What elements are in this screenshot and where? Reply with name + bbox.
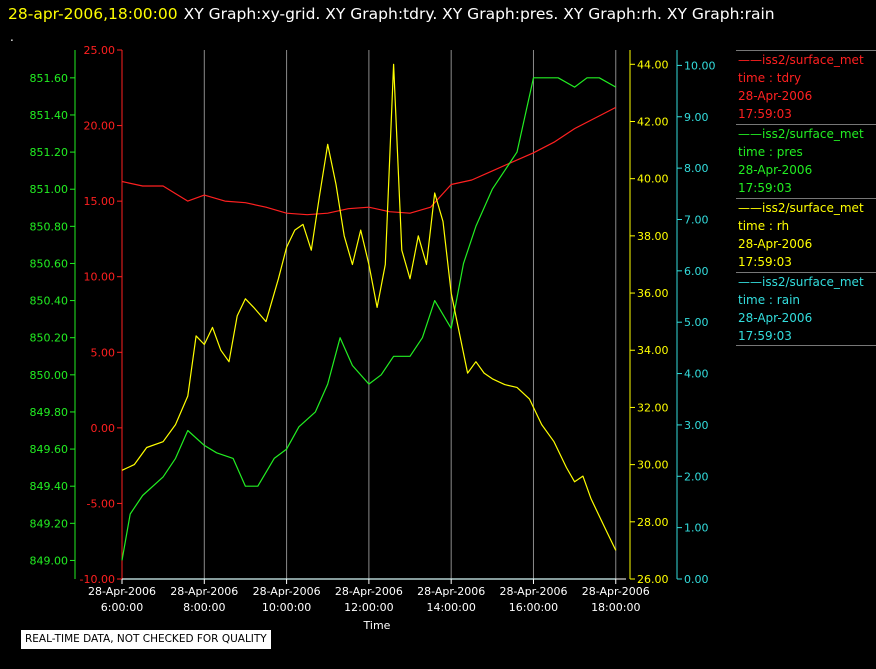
pres-tick-label: 849.00 — [30, 554, 69, 567]
rh-tick-label: 38.00 — [637, 230, 669, 243]
x-tick-label-time: 16:00:00 — [509, 601, 558, 614]
tdry-tick-label: -10.00 — [80, 573, 115, 586]
legend-line-swatch: —— — [738, 53, 762, 67]
rh-tick-label: 30.00 — [637, 459, 669, 472]
rh-series-line — [121, 63, 617, 551]
pres-tick-label: 850.60 — [30, 257, 69, 270]
legend-variable: time : rain — [738, 293, 801, 307]
x-tick-label-time: 18:00:00 — [591, 601, 640, 614]
legend-station: ——iss2/surface_met — [738, 127, 864, 141]
marker-dot: . — [10, 30, 14, 44]
x-tick-label-date: 28-Apr-2006 — [499, 585, 567, 598]
legend-time: 17:59:03 — [738, 329, 792, 343]
rh-tick-label: 26.00 — [637, 573, 669, 586]
rain-tick-label: 5.00 — [684, 316, 709, 329]
tdry-tick-label: 5.00 — [91, 346, 116, 359]
rain-tick-label: 6.00 — [684, 265, 709, 278]
rain-tick-label: 0.00 — [684, 573, 709, 586]
pres-tick-label: 851.20 — [30, 146, 69, 159]
x-axis-label: Time — [363, 619, 391, 632]
rain-tick-label: 7.00 — [684, 213, 709, 226]
pres-tick-label: 850.20 — [30, 332, 69, 345]
pres-tick-label: 851.60 — [30, 72, 69, 85]
legend-line-swatch: —— — [738, 275, 762, 289]
grid-layer — [203, 50, 617, 579]
legend-variable: time : pres — [738, 145, 803, 159]
tdry-tick-label: 20.00 — [84, 120, 116, 133]
axes-layer: 849.00 849.20 849.40 849.60 849.80 850.00 850.… — [30, 44, 716, 586]
legend-time: 17:59:03 — [738, 107, 792, 121]
legend-entry-pres: ——iss2/surface_met time : pres 28-Apr-20… — [736, 124, 876, 197]
x-tick-label-date: 28-Apr-2006 — [170, 585, 238, 598]
pres-tick-label: 849.80 — [30, 406, 69, 419]
x-tick-label-time: 6:00:00 — [101, 601, 143, 614]
legend-line-swatch: —— — [738, 127, 762, 141]
x-tick-label-time: 10:00:00 — [262, 601, 311, 614]
rain-tick-label: 3.00 — [684, 419, 709, 432]
legend-variable: time : rh — [738, 219, 790, 233]
legend-time: 17:59:03 — [738, 255, 792, 269]
legend-entry-tdry: ——iss2/surface_met time : tdry 28-Apr-20… — [736, 50, 876, 123]
tdry-series-line — [121, 106, 617, 216]
legend-entry-rh: ——iss2/surface_met time : rh 28-Apr-2006… — [736, 198, 876, 271]
x-tick-label-date: 28-Apr-2006 — [417, 585, 485, 598]
x-tick-label-date: 28-Apr-2006 — [88, 585, 156, 598]
rain-tick-label: 2.00 — [684, 470, 709, 483]
rh-tick-label: 28.00 — [637, 516, 669, 529]
pres-tick-label: 850.00 — [30, 369, 69, 382]
rain-tick-label: 9.00 — [684, 111, 709, 124]
rain-tick-label: 10.00 — [684, 59, 716, 72]
pres-tick-label: 850.80 — [30, 220, 69, 233]
x-tick-label-time: 14:00:00 — [426, 601, 475, 614]
legend-date: 28-Apr-2006 — [738, 237, 813, 251]
legend-date: 28-Apr-2006 — [738, 163, 813, 177]
pres-tick-label: 849.40 — [30, 480, 69, 493]
pres-series-line — [121, 77, 617, 561]
rh-tick-label: 36.00 — [637, 287, 669, 300]
legend-station: ——iss2/surface_met — [738, 201, 864, 215]
title-graph-list: XY Graph:xy-grid. XY Graph:tdry. XY Grap… — [183, 5, 775, 23]
x-tick-label-date: 28-Apr-2006 — [253, 585, 321, 598]
legend-date: 28-Apr-2006 — [738, 89, 813, 103]
rain-tick-label: 4.00 — [684, 368, 709, 381]
tdry-tick-label: 10.00 — [84, 271, 116, 284]
quality-disclaimer: REAL-TIME DATA, NOT CHECKED FOR QUALITY — [21, 630, 271, 649]
legend-line-swatch: —— — [738, 201, 762, 215]
tdry-tick-label: 25.00 — [84, 44, 116, 57]
title-bar: 28-apr-2006,18:00:00 XY Graph:xy-grid. XY… — [8, 3, 775, 25]
title-timestamp: 28-apr-2006,18:00:00 — [8, 5, 178, 23]
pres-tick-label: 849.20 — [30, 517, 69, 530]
legend-variable: time : tdry — [738, 71, 802, 85]
legend-entry-rain: ——iss2/surface_met time : rain 28-Apr-20… — [736, 272, 876, 346]
pres-tick-label: 849.60 — [30, 443, 69, 456]
rh-tick-label: 40.00 — [637, 173, 669, 186]
tdry-tick-label: 15.00 — [84, 195, 116, 208]
legend-station: ——iss2/surface_met — [738, 53, 864, 67]
pres-tick-label: 851.40 — [30, 109, 69, 122]
x-tick-label-date: 28-Apr-2006 — [335, 585, 403, 598]
tdry-tick-label: 0.00 — [91, 422, 116, 435]
legend-station: ——iss2/surface_met — [738, 275, 864, 289]
legend-date: 28-Apr-2006 — [738, 311, 813, 325]
x-tick-label-time: 8:00:00 — [183, 601, 225, 614]
x-tick-label-date: 28-Apr-2006 — [582, 585, 650, 598]
rh-tick-label: 42.00 — [637, 115, 669, 128]
pres-tick-label: 850.40 — [30, 295, 69, 308]
tdry-tick-label: -5.00 — [87, 497, 115, 510]
rain-tick-label: 8.00 — [684, 162, 709, 175]
rh-tick-label: 34.00 — [637, 344, 669, 357]
rh-tick-label: 32.00 — [637, 401, 669, 414]
rain-tick-label: 1.00 — [684, 522, 709, 535]
pres-tick-label: 851.00 — [30, 183, 69, 196]
legend-time: 17:59:03 — [738, 181, 792, 195]
rh-tick-label: 44.00 — [637, 58, 669, 71]
x-axis: 28-Apr-2006 6:00:00 28-Apr-2006 8:00:00 28-A… — [88, 578, 650, 632]
x-tick-label-time: 12:00:00 — [344, 601, 393, 614]
legend: ——iss2/surface_met time : tdry 28-Apr-20… — [736, 50, 876, 347]
